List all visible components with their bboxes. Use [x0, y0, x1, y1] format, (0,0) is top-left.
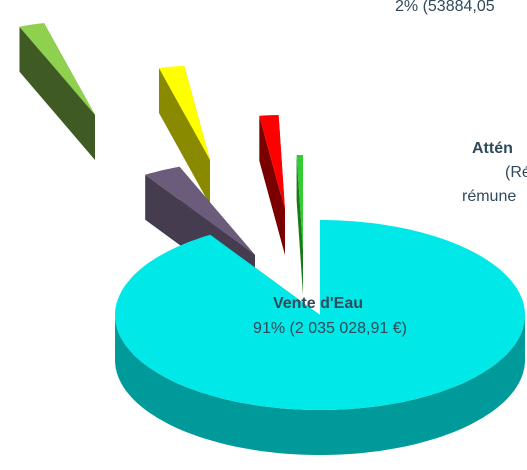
slice-side: [159, 68, 210, 205]
slice: [19, 23, 95, 115]
slice: [115, 220, 525, 410]
slice: [159, 65, 210, 160]
slice-side: [19, 26, 95, 161]
slice: [145, 166, 255, 255]
value-label: 2% (53884,05: [395, 0, 495, 15]
pie: [19, 23, 525, 455]
slice-side: [115, 315, 525, 455]
slice-label: (Ré: [505, 164, 527, 181]
slice-label: Vente d'Eau: [273, 295, 363, 312]
slice: [115, 220, 525, 455]
labels: 2% (53884,05 Vente d'Eau 91% (2 035 028,91…: [253, 0, 495, 337]
slice: [296, 155, 303, 295]
slice-label: rémune: [462, 188, 516, 205]
slice: [19, 23, 95, 161]
slice: [259, 115, 285, 210]
slice-side: [259, 115, 285, 255]
slice: [259, 115, 285, 255]
slice: [296, 155, 303, 250]
slice-label: Attén: [472, 140, 513, 157]
value-label: 91% (2 035 028,91 €): [253, 320, 407, 337]
slice-side: [296, 155, 303, 295]
slice: [159, 65, 210, 205]
